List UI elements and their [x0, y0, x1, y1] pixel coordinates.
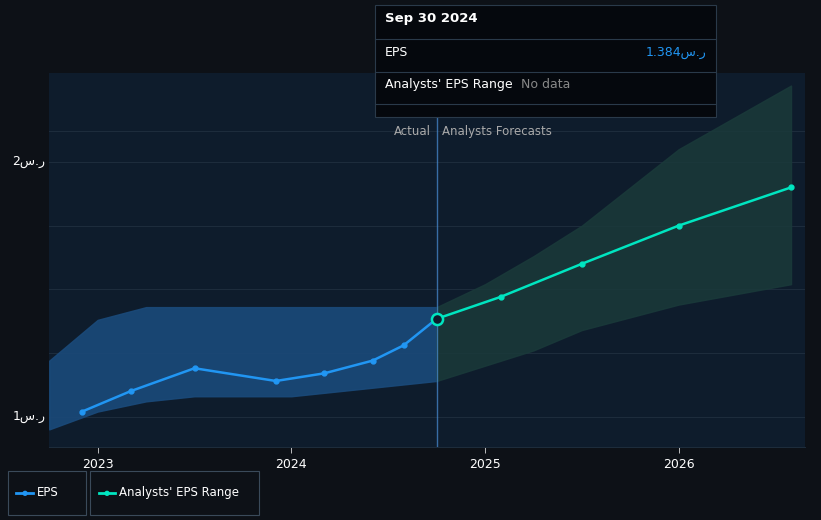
Text: 1.384س.ر: 1.384س.ر — [645, 46, 706, 59]
Text: 1س.ر: 1س.ر — [12, 410, 45, 423]
Text: Analysts' EPS Range: Analysts' EPS Range — [119, 486, 239, 499]
Text: ●: ● — [103, 490, 110, 496]
Text: Analysts' EPS Range: Analysts' EPS Range — [385, 79, 512, 92]
Text: EPS: EPS — [37, 486, 58, 499]
Text: No data: No data — [521, 79, 570, 92]
Text: EPS: EPS — [385, 46, 408, 59]
Text: 2س.ر: 2س.ر — [12, 155, 45, 168]
Text: Sep 30 2024: Sep 30 2024 — [385, 12, 478, 25]
Text: Analysts Forecasts: Analysts Forecasts — [443, 125, 553, 138]
Text: Actual: Actual — [394, 125, 431, 138]
Text: ●: ● — [21, 490, 28, 496]
